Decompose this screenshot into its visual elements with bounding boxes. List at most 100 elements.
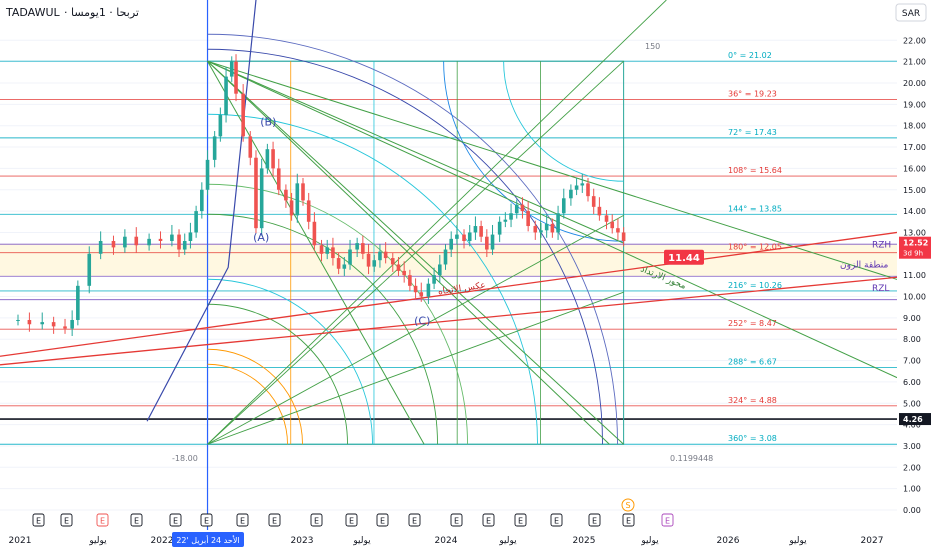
gann-fan-line <box>207 291 624 445</box>
y-tick-label: 6.00 <box>903 378 921 387</box>
earnings-marker[interactable] <box>96 513 109 527</box>
candle-body <box>455 234 459 239</box>
y-tick-label: 1.00 <box>903 485 921 494</box>
y-axis[interactable]: 0.00 1.00 2.00 3.00 4.00 5.00 6.00 7.00 8.00 9.00… <box>897 0 932 550</box>
candle-body <box>194 211 198 233</box>
y-tick-label: 14.00 <box>903 207 926 216</box>
earnings-marker-label: E <box>173 517 178 526</box>
current-price-tag <box>664 249 704 265</box>
gann-level-label: 36° = 19.23 <box>728 89 777 98</box>
earnings-marker[interactable] <box>622 513 635 527</box>
y-tick-label: 21.00 <box>903 58 926 67</box>
earnings-marker[interactable] <box>376 513 389 527</box>
gann-level-label: 180° = 12.05 <box>728 243 782 252</box>
earnings-marker-label: E <box>100 517 105 526</box>
symbol-label: TADAWUL <box>5 6 61 19</box>
gann-fan-lines <box>207 0 898 445</box>
candle-body <box>355 243 359 250</box>
earnings-marker[interactable] <box>60 513 73 527</box>
earnings-marker[interactable] <box>661 513 674 527</box>
candle-body <box>224 76 228 116</box>
candle-body <box>372 260 377 267</box>
earnings-marker-label: E <box>412 517 417 526</box>
candle-body <box>234 61 238 94</box>
earnings-marker-label: E <box>240 517 245 526</box>
candle-body <box>289 200 294 216</box>
candle-body <box>426 283 431 297</box>
price-axis-tag-label: 4.26 <box>903 415 923 424</box>
earnings-marker[interactable] <box>482 513 495 527</box>
x-tick-label: 2021 <box>9 536 32 546</box>
earnings-marker[interactable] <box>550 513 563 527</box>
gann-arc <box>207 363 288 445</box>
candle-body <box>383 251 388 259</box>
gann-level-label: 144° = 13.85 <box>728 204 782 213</box>
earnings-marker[interactable] <box>408 513 421 527</box>
earnings-marker-label: E <box>592 517 597 526</box>
candle-body <box>390 258 395 265</box>
candle-body <box>134 236 139 246</box>
candle-body <box>158 238 163 241</box>
candle-body <box>218 115 223 137</box>
candle-body <box>98 240 103 254</box>
earnings-marker[interactable] <box>310 513 323 527</box>
candle-body <box>526 211 530 227</box>
candle-body <box>111 240 116 248</box>
price-axis-tag-sublabel: 3d 9h <box>903 250 923 258</box>
y-tick-label: 20.00 <box>903 79 926 88</box>
candle-body <box>348 249 352 265</box>
candle-body <box>408 275 412 286</box>
current-price-label: 11.44 <box>668 253 700 264</box>
date-tag-label: الأحد 24 أبريل '22 <box>176 535 239 545</box>
gann-arc <box>207 278 373 445</box>
event-markers[interactable]: E E E E E E E E E E E E E E E E E E ES <box>32 498 674 527</box>
earnings-marker[interactable] <box>130 513 143 527</box>
gann-arc <box>503 61 624 182</box>
earnings-marker[interactable] <box>268 513 281 527</box>
earnings-marker[interactable] <box>236 513 249 527</box>
candle-body <box>295 183 300 216</box>
candle-body <box>87 253 92 286</box>
earnings-marker-label: E <box>204 517 209 526</box>
trend-lines <box>0 0 898 422</box>
y-tick-label: 7.00 <box>903 357 921 366</box>
candle-body <box>76 285 80 320</box>
candle-body <box>342 264 347 269</box>
gann-arc <box>207 48 603 445</box>
earnings-marker[interactable] <box>514 513 527 527</box>
earnings-marker[interactable] <box>200 513 213 527</box>
earnings-marker[interactable] <box>169 513 182 527</box>
price-axis-tag <box>899 413 931 426</box>
gann-level-label: 0° = 21.02 <box>728 51 772 60</box>
earnings-marker-label: E <box>36 517 41 526</box>
gann-fan-line <box>207 60 624 244</box>
candle-body <box>462 234 466 241</box>
currency-button[interactable]: SAR <box>895 3 927 22</box>
upper-trend-line <box>0 231 898 357</box>
earnings-marker[interactable] <box>32 513 45 527</box>
earnings-marker[interactable] <box>345 513 358 527</box>
earnings-marker-label: E <box>380 517 385 526</box>
earnings-marker-label: E <box>134 517 139 526</box>
x-tick-label: 2025 <box>573 536 596 546</box>
y-tick-label: 17.00 <box>903 143 926 152</box>
x-axis[interactable]: 2021 يوليو 2022 2023 يوليو 2024 يوليو 2025 يوليو… <box>9 532 884 547</box>
candle-body <box>271 149 275 169</box>
earnings-marker-label: E <box>454 517 459 526</box>
x-tick-label: 2027 <box>861 536 884 546</box>
earnings-marker-label: E <box>665 517 670 526</box>
candle-body <box>306 200 311 222</box>
candle-body <box>170 234 174 241</box>
gann-fan-line <box>207 0 667 445</box>
earnings-marker[interactable] <box>588 513 601 527</box>
gann-level-label: 324° = 4.88 <box>728 396 777 405</box>
candle-body <box>200 189 204 212</box>
earnings-marker[interactable] <box>450 513 463 527</box>
date-tag[interactable] <box>172 532 244 547</box>
gann-box <box>206 0 625 530</box>
gann-arc <box>207 303 348 445</box>
gann-level-label: 360° = 3.08 <box>728 434 777 443</box>
dividend-marker[interactable] <box>621 498 635 512</box>
candle-body <box>241 93 245 137</box>
